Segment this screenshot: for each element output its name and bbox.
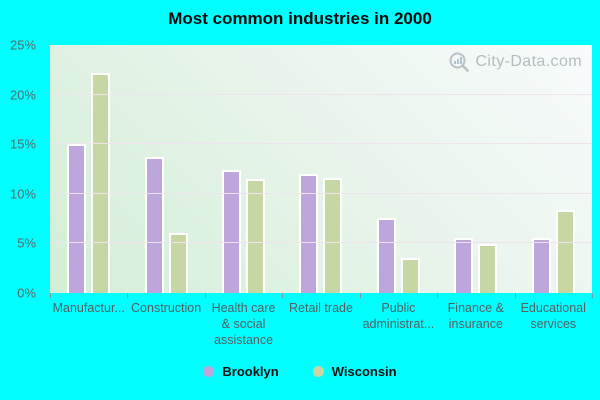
y-axis-label: 10% — [9, 186, 36, 202]
y-axis: 0% 5% 10% 15% 20% 25% — [0, 38, 42, 301]
bar-wisconsin-1 — [168, 233, 188, 293]
gridline — [50, 192, 592, 194]
bar-group — [282, 45, 359, 293]
y-axis-label: 15% — [9, 136, 36, 152]
bar-group — [205, 45, 282, 293]
x-tick-mark — [204, 293, 206, 298]
x-axis-label: Educational services — [520, 301, 586, 331]
bar-group — [515, 45, 592, 293]
chart-title: Most common industries in 2000 — [168, 9, 432, 28]
x-axis-label: Health care & social assistance — [211, 301, 276, 347]
bar-wisconsin-3 — [323, 177, 343, 293]
y-axis-label: 20% — [9, 87, 36, 103]
x-tick-mark — [437, 293, 439, 298]
bar-brooklyn-3 — [299, 173, 319, 293]
bar-wisconsin-5 — [478, 244, 498, 293]
plot-area: City-Data.com — [50, 45, 592, 293]
x-axis-label: Retail trade — [289, 301, 353, 315]
x-axis-label: Construction — [131, 301, 202, 315]
x-tick-mark — [359, 293, 361, 298]
gridline — [50, 242, 592, 244]
bar-wisconsin-4 — [400, 258, 420, 293]
city-data-logo-icon — [449, 52, 470, 72]
bar-group — [127, 45, 204, 293]
bar-group — [437, 45, 514, 293]
bar-wisconsin-6 — [555, 209, 575, 293]
gridline — [50, 143, 592, 145]
legend-item-wisconsin: Wisconsin — [312, 364, 397, 379]
x-axis-label: Manufactur... — [52, 301, 125, 315]
watermark-text: City-Data.com — [475, 53, 582, 70]
x-ticks — [50, 293, 593, 298]
legend-item-brooklyn: Brooklyn — [203, 364, 279, 379]
watermark: City-Data.com — [448, 51, 582, 73]
x-tick-mark — [592, 293, 593, 298]
legend-label: Brooklyn — [222, 364, 279, 379]
legend-marker-icon — [312, 366, 324, 377]
legend: Brooklyn Wisconsin — [0, 364, 600, 379]
legend-marker-icon — [203, 366, 215, 377]
x-axis-labels: Manufactur... Construction Health care & s… — [50, 300, 592, 348]
bar-brooklyn-6 — [531, 238, 551, 293]
bar-group — [50, 45, 127, 293]
bar-brooklyn-2 — [222, 170, 242, 293]
bar-brooklyn-1 — [144, 157, 164, 293]
x-tick-mark — [514, 293, 516, 298]
legend-label: Wisconsin — [331, 364, 397, 379]
x-axis-label: Finance & insurance — [447, 301, 504, 331]
bar-brooklyn-0 — [67, 144, 87, 293]
x-tick-mark — [127, 293, 129, 298]
bar-brooklyn-5 — [454, 238, 474, 293]
x-tick-mark — [50, 293, 51, 298]
x-tick-mark — [282, 293, 284, 298]
bar-groups — [50, 45, 592, 293]
bar-wisconsin-2 — [246, 178, 266, 293]
x-axis-label: Public administrat... — [362, 301, 435, 331]
bar-group — [360, 45, 437, 293]
bar-brooklyn-4 — [376, 217, 396, 293]
bar-wisconsin-0 — [91, 72, 111, 293]
y-axis-label: 25% — [9, 37, 36, 53]
y-axis-label: 5% — [17, 235, 36, 251]
gridline — [50, 93, 592, 95]
y-axis-label: 0% — [17, 285, 36, 301]
